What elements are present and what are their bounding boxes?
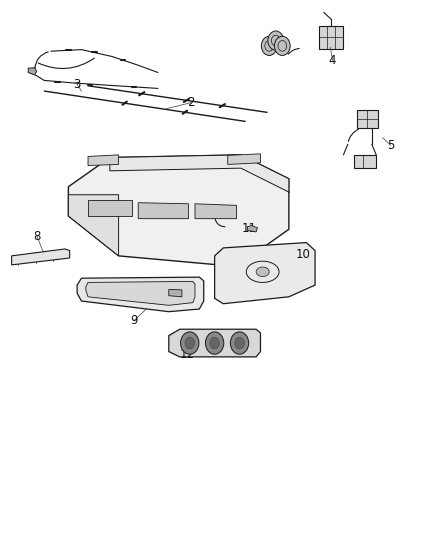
Polygon shape	[195, 204, 237, 219]
Text: 10: 10	[296, 248, 311, 261]
Polygon shape	[88, 200, 132, 216]
Circle shape	[180, 332, 199, 354]
Text: 5: 5	[387, 139, 394, 152]
Text: 8: 8	[33, 230, 41, 243]
Text: 9: 9	[130, 314, 138, 327]
Polygon shape	[169, 289, 182, 297]
Polygon shape	[68, 195, 119, 256]
Polygon shape	[138, 203, 188, 219]
Text: 3: 3	[74, 78, 81, 91]
Polygon shape	[228, 154, 261, 165]
Polygon shape	[77, 277, 204, 312]
Text: 4: 4	[329, 54, 336, 67]
Text: 12: 12	[180, 348, 194, 361]
Text: 11: 11	[242, 222, 257, 235]
Text: 1: 1	[228, 154, 236, 167]
Polygon shape	[68, 155, 289, 266]
Polygon shape	[88, 155, 119, 165]
Ellipse shape	[256, 267, 269, 277]
Circle shape	[261, 36, 277, 55]
Circle shape	[235, 337, 244, 349]
Polygon shape	[110, 155, 289, 192]
Text: 2: 2	[187, 96, 194, 109]
Polygon shape	[319, 26, 343, 49]
Circle shape	[185, 337, 194, 349]
Polygon shape	[247, 225, 258, 232]
Circle shape	[210, 337, 219, 349]
Circle shape	[230, 332, 249, 354]
Polygon shape	[86, 281, 195, 305]
Polygon shape	[169, 329, 261, 357]
Polygon shape	[28, 68, 36, 75]
Polygon shape	[12, 249, 70, 265]
Circle shape	[275, 36, 290, 55]
Polygon shape	[357, 110, 378, 128]
Polygon shape	[215, 243, 315, 304]
Circle shape	[205, 332, 224, 354]
Polygon shape	[354, 155, 376, 168]
Circle shape	[268, 31, 284, 50]
